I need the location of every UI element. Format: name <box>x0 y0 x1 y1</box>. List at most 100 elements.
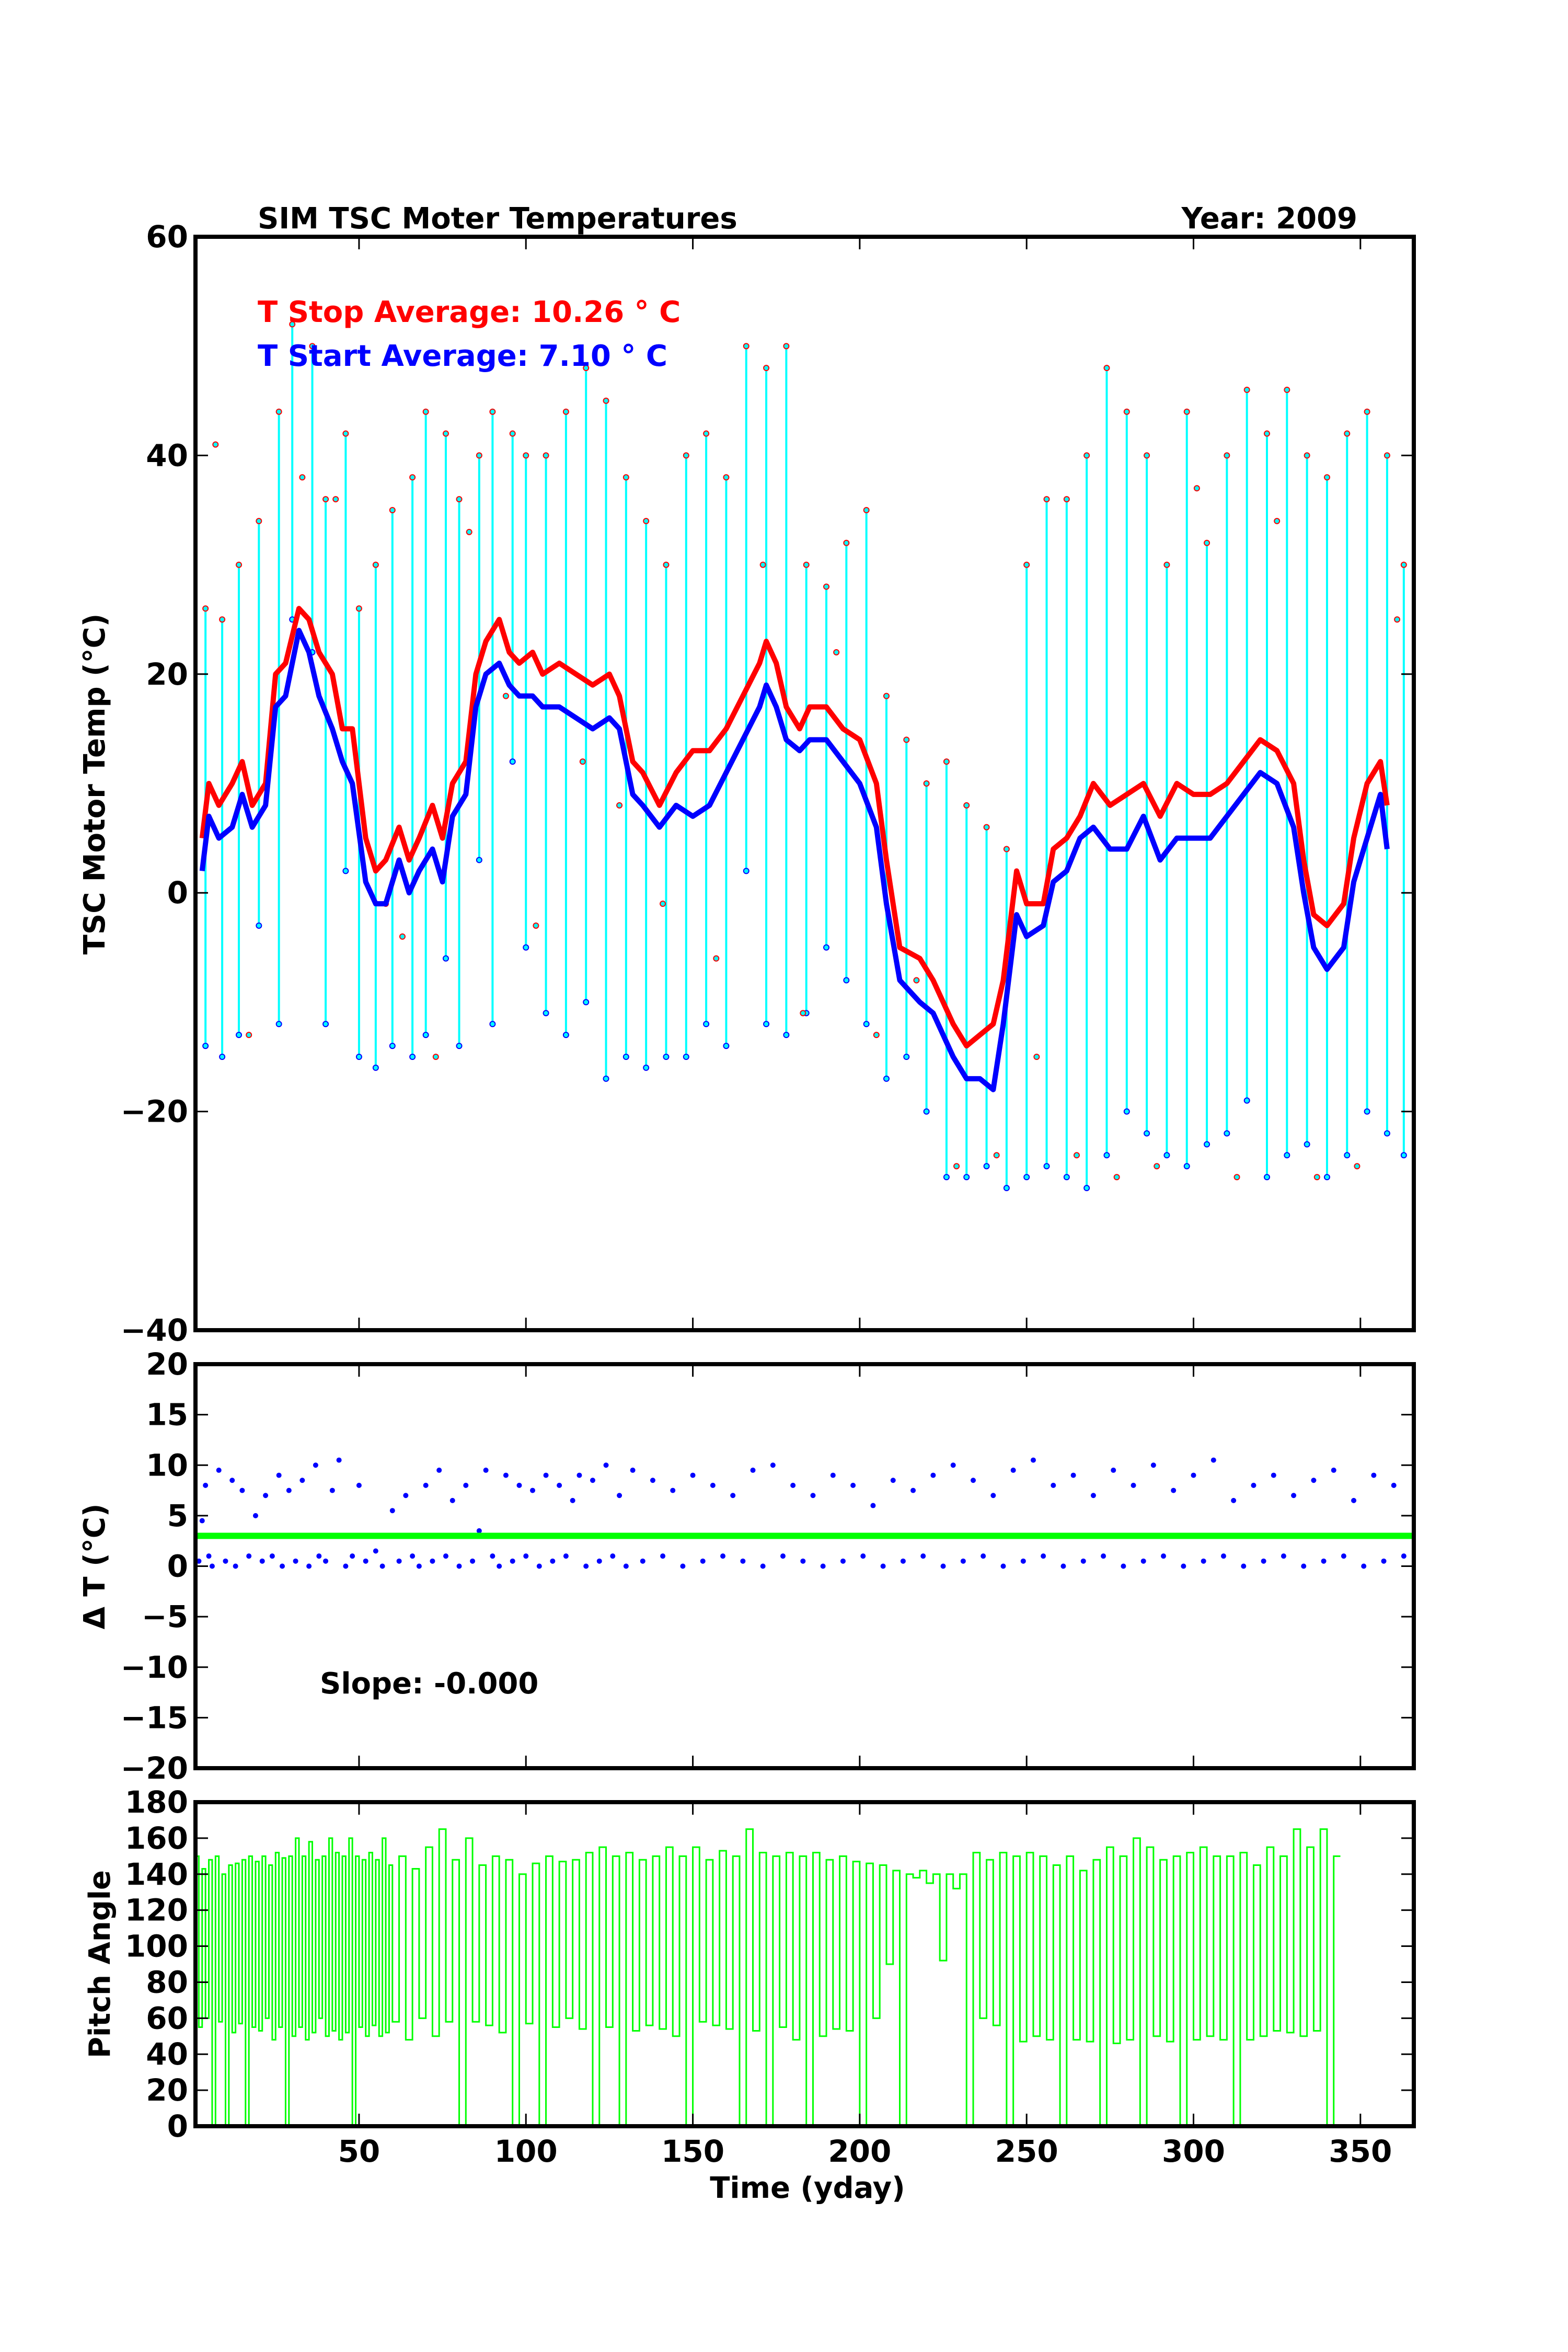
delta-point <box>416 1563 422 1569</box>
delta-point <box>557 1482 562 1488</box>
stop-point <box>442 430 449 437</box>
delta-point <box>286 1488 292 1493</box>
delta-point <box>1381 1558 1387 1564</box>
delta-point <box>583 1563 589 1569</box>
start-point <box>763 1021 770 1028</box>
stop-point <box>256 517 262 524</box>
delta-point <box>246 1553 252 1559</box>
temp-point <box>616 802 623 809</box>
stop-point <box>1284 386 1290 393</box>
start-point <box>1344 1152 1351 1159</box>
temperature-panel: 60 40 20 0 −20 −40 <box>121 219 1416 1348</box>
delta-point <box>436 1467 442 1473</box>
delta-point <box>323 1558 329 1564</box>
delta-point <box>516 1482 522 1488</box>
delta-point <box>1101 1553 1106 1559</box>
y-tick-label: 40 <box>146 437 188 473</box>
x-tick-label: 100 <box>494 2134 558 2169</box>
delta-point <box>820 1563 826 1569</box>
delta-point <box>263 1493 269 1498</box>
delta-point <box>483 1467 489 1473</box>
stop-point <box>663 561 670 568</box>
stop-point <box>543 452 549 459</box>
start-point <box>342 868 349 874</box>
start-point <box>1083 1185 1090 1192</box>
delta-point <box>530 1488 536 1493</box>
start-point <box>1383 1130 1390 1137</box>
stop-point <box>489 408 496 415</box>
delta-point <box>536 1563 542 1569</box>
temp-point <box>299 474 306 481</box>
delta-point <box>463 1482 469 1488</box>
start-point <box>643 1064 650 1071</box>
y-tick-label: 60 <box>146 219 188 255</box>
stop-point <box>1344 430 1351 437</box>
delta-point <box>1150 1462 1156 1468</box>
delta-point <box>490 1553 495 1559</box>
stop-point <box>1063 496 1070 503</box>
y-tick-label: 20 <box>146 656 188 692</box>
stop-point <box>202 605 209 612</box>
start-point <box>883 1075 890 1082</box>
delta-point <box>299 1478 305 1483</box>
temp-point <box>1073 1152 1080 1159</box>
delta-point <box>910 1488 916 1493</box>
temp-point <box>759 561 766 568</box>
temp-point <box>1113 1174 1120 1181</box>
delta-point <box>203 1482 209 1488</box>
delta-point <box>630 1467 636 1473</box>
y-tick-label: 0 <box>167 1549 188 1584</box>
delta-point <box>960 1558 966 1564</box>
delta-point <box>700 1558 706 1564</box>
temp-point <box>1394 616 1401 623</box>
start-point <box>843 977 850 984</box>
delta-point <box>1241 1563 1247 1569</box>
x-tick-label: 350 <box>1329 2134 1392 2169</box>
delta-point <box>1191 1472 1196 1478</box>
stop-point <box>823 583 830 590</box>
plot-frame <box>193 235 1416 1332</box>
plot-frame <box>193 1800 1416 2128</box>
plot-frame <box>193 1362 1416 1770</box>
start-point <box>1224 1130 1230 1137</box>
delta-point <box>316 1553 322 1559</box>
delta-point <box>1311 1478 1317 1483</box>
stop-point <box>603 397 609 404</box>
delta-point <box>206 1553 212 1559</box>
delta-point <box>396 1558 402 1564</box>
x-tick-label: 300 <box>1162 2134 1225 2169</box>
delta-point <box>276 1472 282 1478</box>
stop-point <box>923 780 930 787</box>
delta-point <box>1371 1472 1377 1478</box>
delta-point <box>810 1493 816 1498</box>
y-tick-label: 140 <box>125 1857 188 1892</box>
y-tick-label: 40 <box>146 2036 188 2072</box>
delta-point <box>650 1478 655 1483</box>
y-tick-label: −20 <box>121 1750 188 1786</box>
delta-point <box>350 1553 355 1559</box>
delta-point <box>1080 1558 1086 1564</box>
start-point <box>1243 1097 1250 1104</box>
delta-point <box>730 1493 736 1498</box>
start-point <box>823 944 830 951</box>
stop-point <box>863 507 870 513</box>
y-tick-label: 80 <box>146 1964 188 2000</box>
delta-point <box>617 1493 622 1498</box>
stop-point <box>289 321 296 328</box>
x-tick-label: 150 <box>661 2134 724 2169</box>
start-point <box>963 1174 970 1181</box>
start-point <box>1023 1174 1030 1181</box>
delta-point <box>880 1563 886 1569</box>
start-point <box>1144 1130 1150 1137</box>
start-average-line <box>199 628 1390 1092</box>
start-point <box>509 758 516 765</box>
temp-point <box>993 1152 1000 1159</box>
start-point <box>622 1054 629 1060</box>
stop-point <box>509 430 516 437</box>
delta-point <box>216 1467 222 1473</box>
stop-point <box>803 561 810 568</box>
delta-point <box>670 1488 676 1493</box>
delta-point <box>1111 1467 1116 1473</box>
delta-point <box>1060 1563 1066 1569</box>
